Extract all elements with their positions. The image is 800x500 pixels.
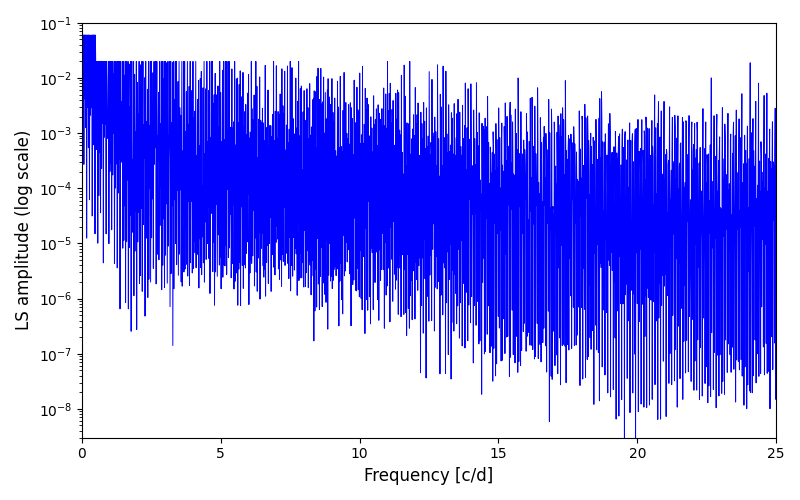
X-axis label: Frequency [c/d]: Frequency [c/d]	[364, 467, 494, 485]
Y-axis label: LS amplitude (log scale): LS amplitude (log scale)	[15, 130, 33, 330]
